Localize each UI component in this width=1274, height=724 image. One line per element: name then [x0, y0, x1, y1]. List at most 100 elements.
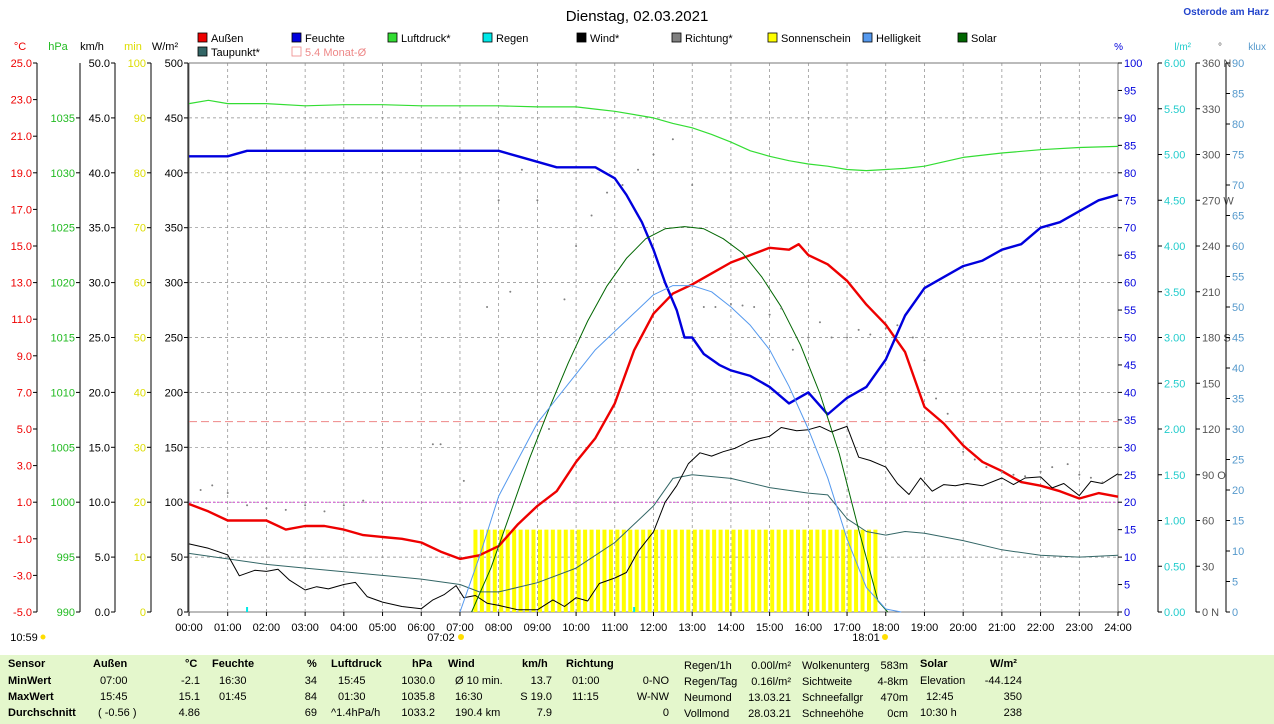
axis-tick-label-right: 20: [1124, 497, 1136, 509]
x-tick-label: 10:00: [562, 622, 590, 634]
direction-point: [1078, 473, 1081, 476]
series-line-taupunkt: [188, 474, 1119, 593]
axis-tick-label-right: 0.00: [1164, 607, 1185, 619]
axis-tick-label-left: 15.0: [89, 442, 110, 454]
sunshine-bar: [783, 529, 788, 612]
axis-tick-label-left: 1020: [51, 278, 75, 290]
direction-point: [462, 479, 465, 482]
stats-header-wind: Wind: [448, 658, 475, 670]
direction-point: [509, 290, 512, 293]
direction-point: [807, 336, 810, 339]
x-tick-label: 21:00: [988, 622, 1016, 634]
axis-tick-label-left: 0: [177, 607, 183, 619]
axis-tick-label-left: 1025: [51, 223, 75, 235]
legend-label: Taupunkt*: [211, 47, 261, 59]
direction-point: [923, 359, 926, 362]
sunshine-bar: [563, 529, 568, 612]
regen-tag-value: 0.16l/m²: [751, 676, 791, 688]
sunshine-bar: [479, 529, 484, 612]
axis-tick-label-right: 3.00: [1164, 333, 1185, 345]
direction-point: [323, 510, 326, 513]
axis-tick-label-left: 5.0: [17, 424, 32, 436]
axis-tick-label-right: 35: [1124, 415, 1136, 427]
direction-point: [671, 138, 674, 141]
direction-point: [973, 458, 976, 461]
wolken-label: Wolkenunterg: [802, 660, 870, 672]
series-line-feuchte: [189, 149, 1119, 416]
direction-point: [729, 302, 732, 305]
axis-tick-label-right: 70: [1124, 223, 1136, 235]
legend-swatch: [671, 32, 682, 43]
axis-tick-label-left: 90: [134, 113, 146, 125]
aussen-min-value: -2.1: [181, 675, 200, 687]
stats-unit-aussen: °C: [185, 658, 198, 670]
direction-point: [226, 492, 229, 495]
vollmond-label: Vollmond: [684, 708, 730, 720]
luftdruck-min-value: 1030.0: [401, 675, 435, 687]
axis-tick-label-right: 65: [1124, 250, 1136, 262]
direction-point: [536, 199, 539, 202]
sunshine-bar: [492, 529, 497, 612]
richtung-max-value: W-NW: [636, 691, 669, 703]
axis-tick-label-left: 350: [165, 223, 183, 235]
axis-tick-label-right: 50: [1124, 333, 1136, 345]
direction-point: [702, 306, 705, 308]
sunshine-bar: [828, 529, 833, 612]
aussen-avg-extra: ( -0.56 ): [98, 707, 137, 719]
axis-tick-label-right: 360 N: [1202, 58, 1231, 70]
aussen-max-time: 15:45: [100, 691, 128, 703]
axis-tick-label-right: 5: [1232, 577, 1238, 589]
stats-unit-feuchte: %: [307, 658, 317, 670]
legend-label: Richtung*: [685, 33, 733, 45]
axis-tick-label-right: 0: [1232, 607, 1238, 619]
wind-distance: 190.4 km: [455, 707, 501, 719]
axis-tick-label-left: 35.0: [89, 223, 110, 235]
axis-tick-label-left: 19.0: [11, 168, 32, 180]
sunshine-bar: [841, 529, 846, 612]
aussen-avg-value: 4.86: [178, 707, 200, 719]
stats-header-aussen: Außen: [93, 658, 128, 670]
x-tick-label: 24:00: [1104, 622, 1132, 634]
solar-duration: 10:30 h: [920, 707, 957, 719]
x-tick-label: 15:00: [756, 622, 784, 634]
x-tick-label: 02:00: [253, 622, 281, 634]
axis-tick-label-left: 400: [165, 168, 183, 180]
direction-point: [780, 307, 783, 310]
regen-tag-label: Regen/Tag: [684, 676, 738, 688]
direction-point: [869, 333, 872, 336]
x-tick-label: 19:00: [911, 622, 939, 634]
axis-tick-label-left: 150: [165, 442, 183, 454]
axis-tick-label-right: 15: [1232, 516, 1244, 528]
axis-unit-left: min: [124, 41, 142, 53]
axis-tick-label-left: 50.0: [89, 58, 110, 70]
regen-1h-label: Regen/1h: [684, 660, 732, 672]
axis-tick-label-right: 15: [1124, 525, 1136, 537]
axis-tick-label-left: 9.0: [17, 351, 32, 363]
axis-tick-label-left: 500: [165, 58, 183, 70]
direction-point: [946, 412, 949, 415]
schneefallgr-label: Schneefallgr: [802, 692, 864, 704]
axis-tick-label-right: 75: [1232, 150, 1244, 162]
axis-tick-label-right: 90: [1124, 113, 1136, 125]
row-label-avg: Durchschnitt: [8, 707, 76, 719]
axis-tick-label-right: 65: [1232, 211, 1244, 223]
axis-tick-label-right: 5.00: [1164, 150, 1185, 162]
axis-tick-label-right: 85: [1124, 140, 1136, 152]
sunshine-bar: [866, 529, 871, 612]
axis-tick-label-right: 0.50: [1164, 561, 1185, 573]
sunshine-bar: [557, 529, 562, 612]
solar-elevation-label: Elevation: [920, 675, 966, 687]
axis-tick-label-left: 50: [171, 552, 183, 564]
axis-tick-label-right: 100: [1124, 58, 1142, 70]
axis-tick-label-left: 30.0: [89, 278, 110, 290]
luftdruck-avg-value: 1033.2: [401, 707, 435, 719]
x-tick-label: 06:00: [407, 622, 435, 634]
legend: Außen Feuchte Luftdruck* Regen Wind* Richtung…: [197, 32, 997, 59]
axes: 00:00 01:00 02:00 03:00 04:00 05:00 06:00 07:00…: [11, 41, 1266, 634]
axis-tick-label-left: 70: [134, 223, 146, 235]
axis-tick-label-left: 7.0: [17, 387, 32, 399]
direction-point: [791, 348, 794, 351]
legend-swatch: [291, 46, 302, 57]
richtung-min-time: 01:00: [572, 675, 600, 687]
sunshine-bar: [666, 529, 671, 612]
